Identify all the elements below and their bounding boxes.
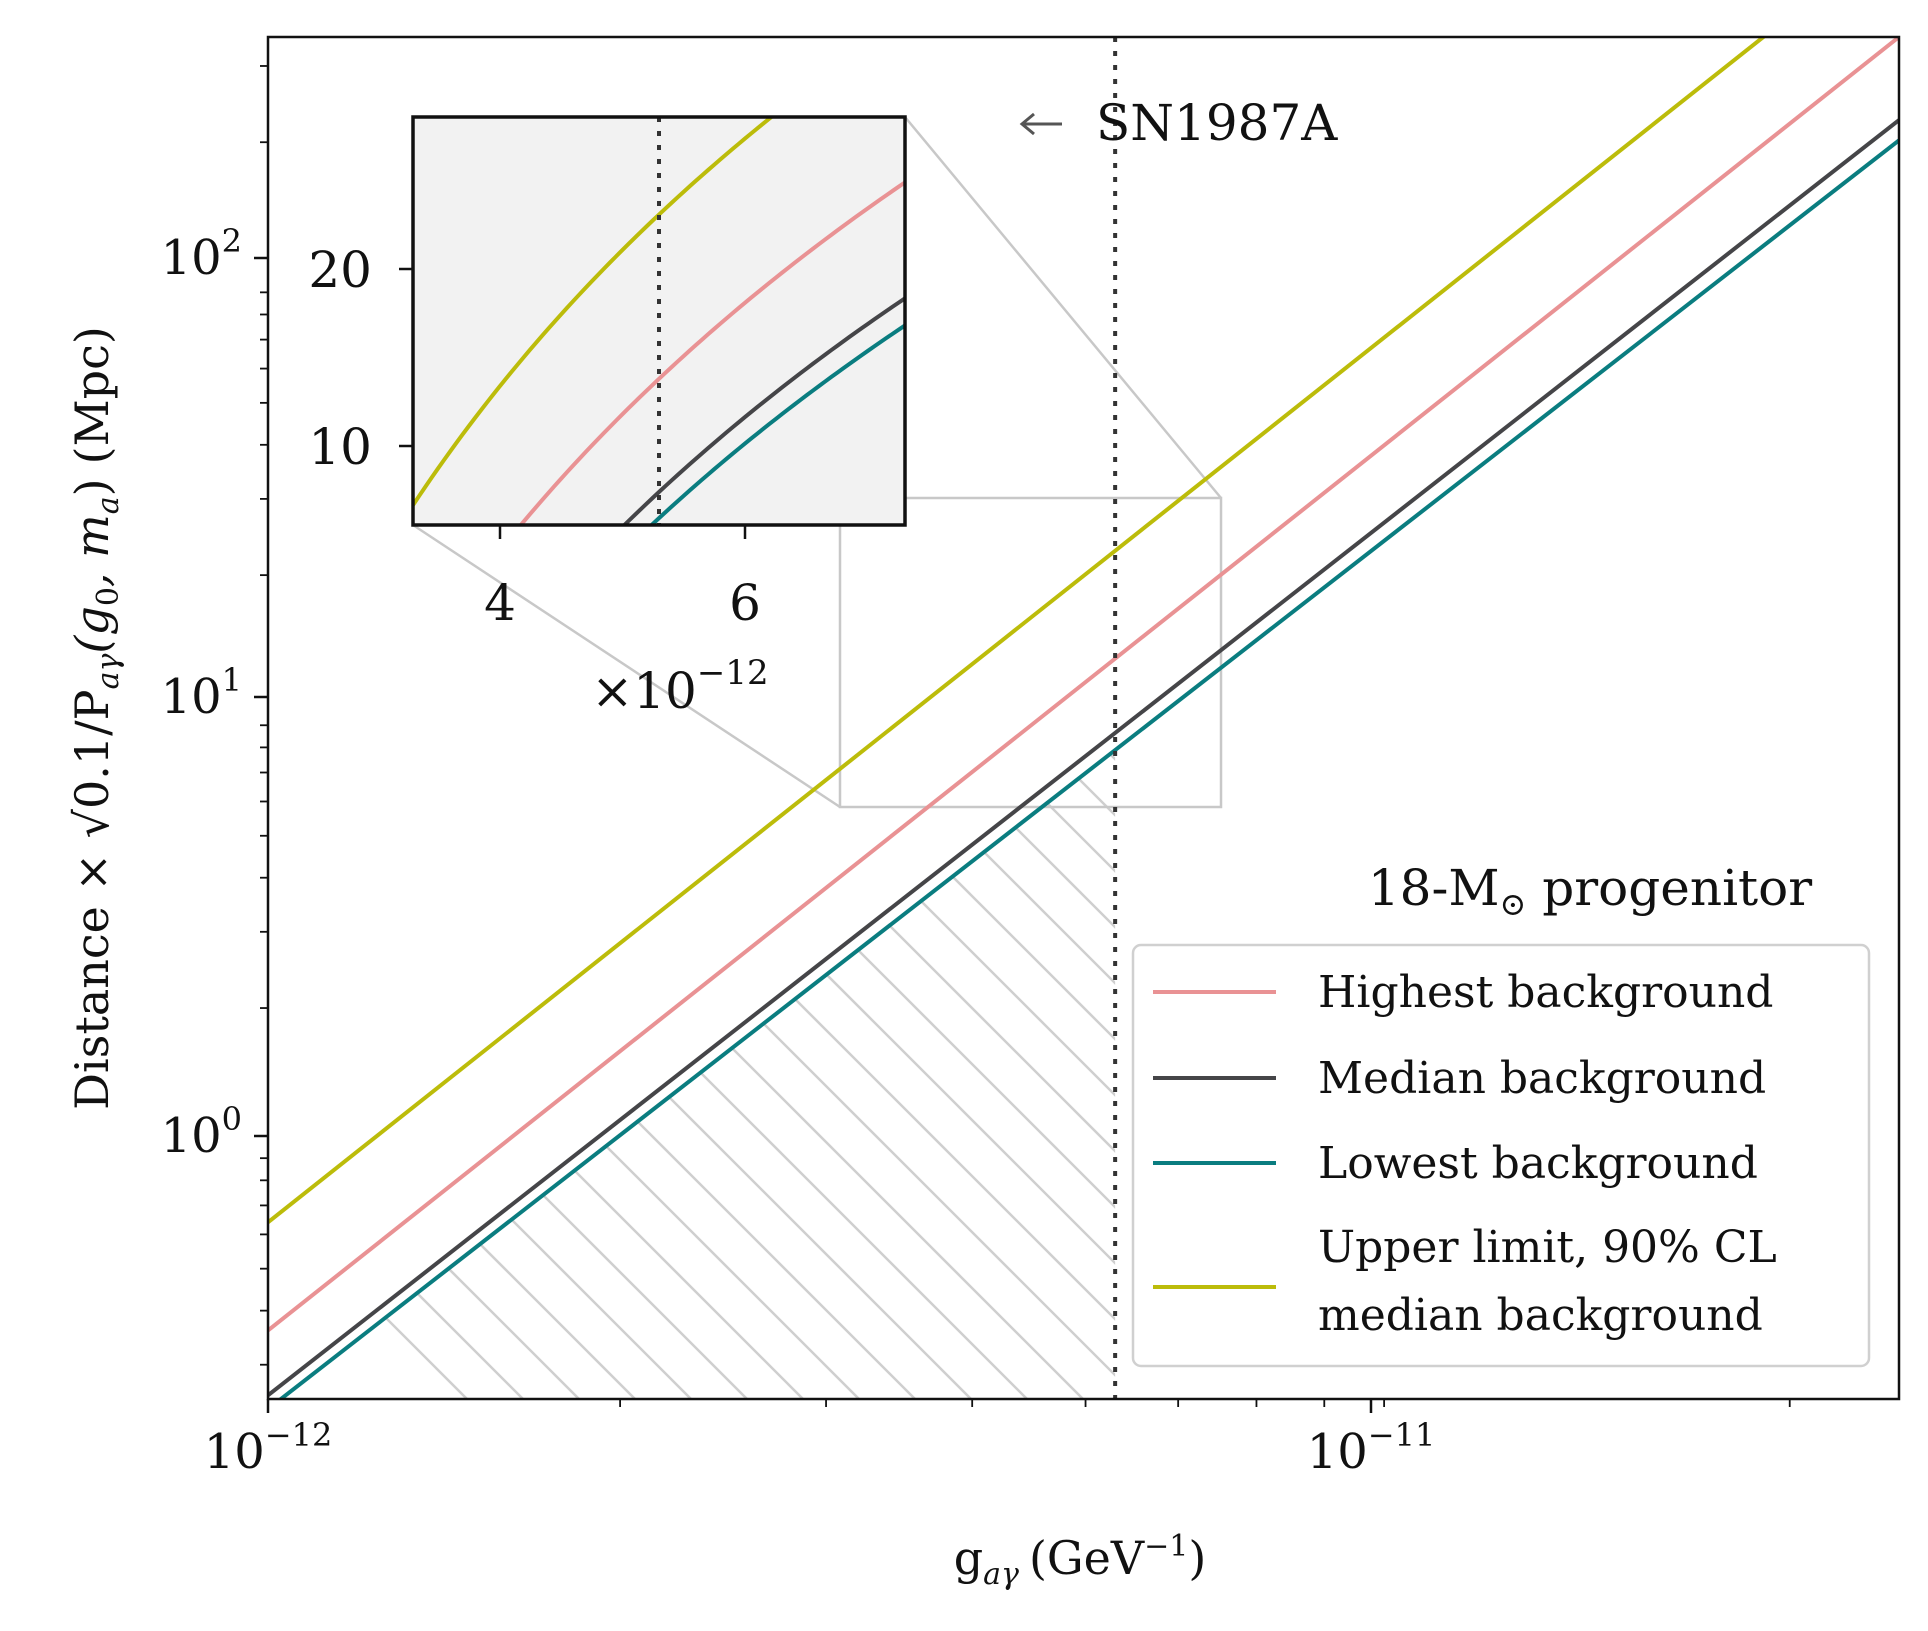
legend-item-lowest: Lowest background bbox=[1153, 1138, 1758, 1189]
sn1987a-annotation: SN1987A bbox=[1019, 94, 1338, 152]
inset-background bbox=[413, 117, 905, 525]
svg-text:Upper limit, 90% CL: Upper limit, 90% CL bbox=[1318, 1222, 1777, 1273]
svg-text:10: 10 bbox=[308, 418, 372, 476]
svg-text:Lowest background: Lowest background bbox=[1318, 1138, 1758, 1189]
svg-text:6: 6 bbox=[729, 574, 761, 632]
x-tick-label-1e-12: 10−12 bbox=[204, 1399, 333, 1480]
inset-series-line-median bbox=[621, 296, 905, 525]
svg-text:4: 4 bbox=[484, 574, 516, 632]
svg-text:102: 102 bbox=[161, 222, 242, 286]
svg-text:101: 101 bbox=[161, 661, 242, 725]
zoom-region-box bbox=[838, 496, 1223, 809]
svg-text:100: 100 bbox=[161, 1100, 242, 1164]
legend-item-upper-limit: Upper limit, 90% CL median background bbox=[1153, 1222, 1777, 1341]
series-line-highest bbox=[268, 37, 1899, 1333]
svg-text:20: 20 bbox=[308, 241, 372, 299]
inset-x-tick-6: 6 bbox=[729, 525, 761, 632]
zoom-connector-bottom bbox=[412, 523, 841, 809]
x-axis-title: gaγ (GeV−1) bbox=[954, 1529, 1207, 1592]
sn1987a-label: SN1987A bbox=[1096, 94, 1338, 152]
inset-plot: 4 6 10 20 ×10−12 bbox=[308, 115, 907, 720]
y-axis-title: Distance × √0.1/Paγ(g0, ma)(Mpc) bbox=[65, 326, 126, 1110]
series-line-median bbox=[268, 118, 1899, 1397]
inset-y-tick-10: 10 bbox=[308, 418, 413, 476]
legend: Highest background Median background Low… bbox=[1131, 943, 1871, 1368]
inset-series-line-upper-limit bbox=[413, 117, 775, 507]
series-line-upper-limit bbox=[268, 37, 1767, 1224]
plot-frame bbox=[266, 35, 1901, 1401]
y-tick-label-1e0: 100 bbox=[161, 1100, 268, 1164]
y-tick-label-1e1: 101 bbox=[161, 661, 268, 725]
legend-frame bbox=[1131, 943, 1871, 1368]
inset-y-tick-20: 20 bbox=[308, 241, 413, 299]
y-tick-label-1e2: 102 bbox=[161, 222, 268, 286]
inset-frame bbox=[411, 115, 907, 527]
inset-x-tick-4: 4 bbox=[484, 525, 516, 632]
svg-text:10−12: 10−12 bbox=[204, 1416, 333, 1480]
svg-text:10−11: 10−11 bbox=[1307, 1416, 1436, 1480]
legend-item-median: Median background bbox=[1153, 1053, 1766, 1104]
inset-series-line-highest bbox=[518, 180, 905, 525]
legend-item-highest: Highest background bbox=[1153, 967, 1773, 1018]
svg-text:Median background: Median background bbox=[1318, 1053, 1766, 1104]
zoom-connector-top bbox=[904, 116, 1222, 499]
series-line-lowest bbox=[277, 138, 1899, 1399]
x-tick-label-1e-11: 10−11 bbox=[1307, 1399, 1436, 1480]
svg-text:median background: median background bbox=[1318, 1290, 1763, 1341]
inset-x-offset-label: ×10−12 bbox=[591, 653, 768, 720]
svg-text:Highest background: Highest background bbox=[1318, 967, 1773, 1018]
inset-series-line-lowest bbox=[648, 323, 905, 525]
minor-ticks bbox=[260, 65, 1791, 1407]
legend-title: 18-M⊙ progenitor bbox=[1368, 859, 1812, 923]
